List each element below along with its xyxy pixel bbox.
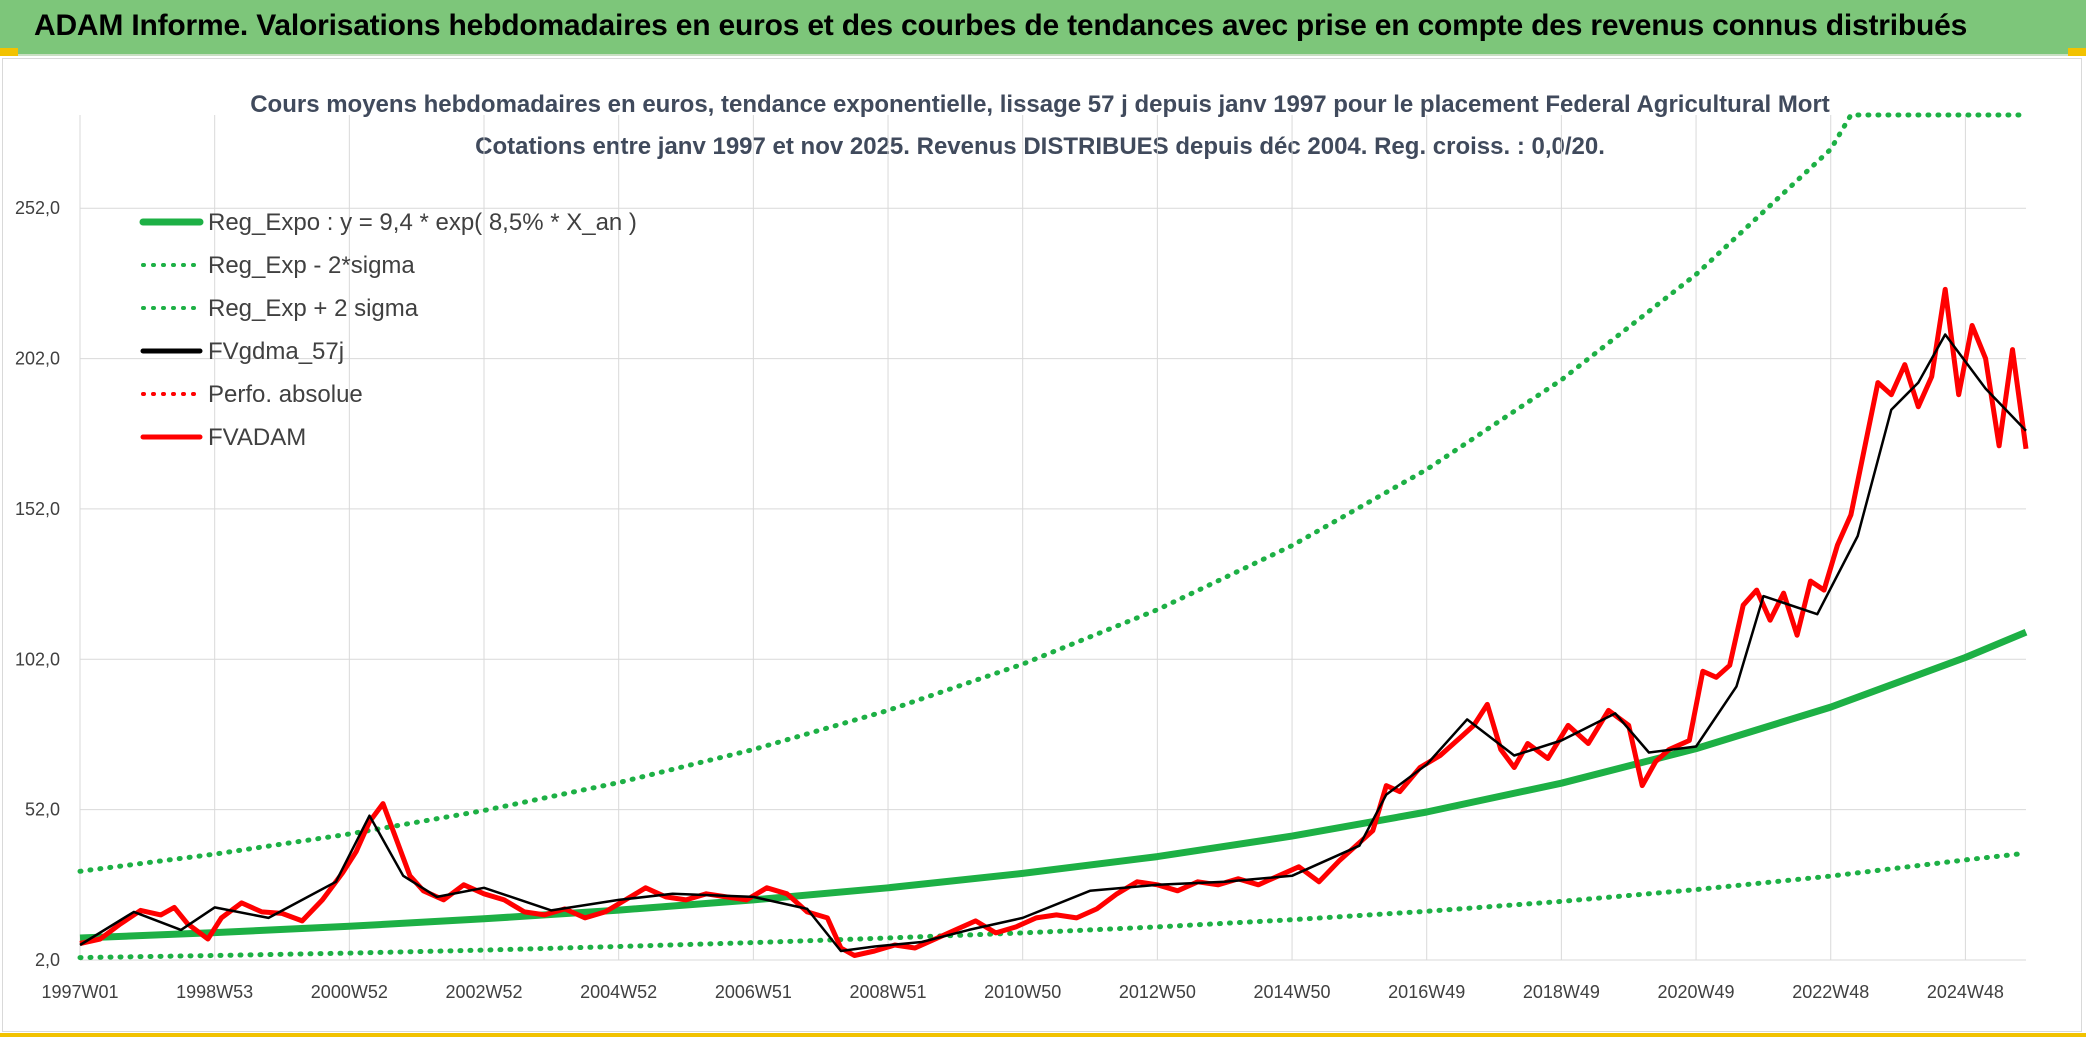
- y-tick-label: 52,0: [25, 800, 60, 820]
- x-tick-label: 2000W52: [311, 982, 388, 1002]
- x-axis-ticks: 1997W01 1998W53 2000W52 2002W52 2004W52 2006W…: [41, 982, 2003, 1002]
- legend: Reg_Expo : y = 9,4 * exp( 8,5% * X_an ) R…: [139, 209, 637, 451]
- x-tick-label: 2018W49: [1523, 982, 1600, 1002]
- chart-subtitle: Cotations entre janv 1997 et nov 2025. R…: [475, 133, 1605, 160]
- x-tick-label: 2008W51: [849, 982, 926, 1002]
- legend-label-5: FVADAM: [208, 424, 306, 451]
- chart-title: Cours moyens hebdomadaires en euros, ten…: [250, 91, 1830, 118]
- x-tick-label: 2002W52: [445, 982, 522, 1002]
- y-tick-label: 152,0: [15, 499, 60, 519]
- x-tick-label: 2006W51: [715, 982, 792, 1002]
- y-tick-label: 102,0: [15, 649, 60, 669]
- legend-label-2: Reg_Exp + 2 sigma: [208, 295, 419, 322]
- x-tick-label: 2020W49: [1658, 982, 1735, 1002]
- title-banner: ADAM Informe. Valorisations hebdomadaire…: [0, 0, 2086, 56]
- x-tick-label: 1997W01: [41, 982, 118, 1002]
- legend-label-1: Reg_Exp - 2*sigma: [208, 252, 415, 279]
- series-line-1: [77, 850, 2029, 961]
- x-tick-label: 2024W48: [1927, 982, 2004, 1002]
- x-tick-label: 2010W50: [984, 982, 1061, 1002]
- x-tick-label: 2022W48: [1792, 982, 1869, 1002]
- legend-label-4: Perfo. absolue: [208, 381, 363, 408]
- bottom-accent-bar: [0, 1033, 2086, 1037]
- series-lines: [77, 112, 2029, 961]
- banner-accent-right: [2068, 48, 2086, 56]
- y-tick-label: 202,0: [15, 349, 60, 369]
- grid-lines: [79, 115, 2026, 961]
- series-line-3: [79, 333, 2027, 953]
- x-tick-label: 1998W53: [176, 982, 253, 1002]
- page-title: ADAM Informe. Valorisations hebdomadaire…: [34, 9, 1968, 42]
- legend-label-3: FVgdma_57j: [208, 338, 344, 365]
- series-line-0: [79, 628, 2028, 942]
- banner-accent-left: [0, 48, 18, 56]
- y-tick-label: 2,0: [35, 950, 60, 970]
- chart-frame: [2, 58, 2082, 1032]
- series-line-5: [79, 286, 2029, 958]
- x-tick-label: 2016W49: [1388, 982, 1465, 1002]
- x-tick-label: 2014W50: [1254, 982, 1331, 1002]
- x-tick-label: 2004W52: [580, 982, 657, 1002]
- y-tick-label: 252,0: [15, 198, 60, 218]
- x-tick-label: 2012W50: [1119, 982, 1196, 1002]
- y-axis-ticks: 2,0 52,0 102,0 152,0 202,0 252,0: [15, 198, 60, 970]
- legend-label-0: Reg_Expo : y = 9,4 * exp( 8,5% * X_an ): [208, 209, 637, 236]
- series-line-2: [77, 112, 2029, 874]
